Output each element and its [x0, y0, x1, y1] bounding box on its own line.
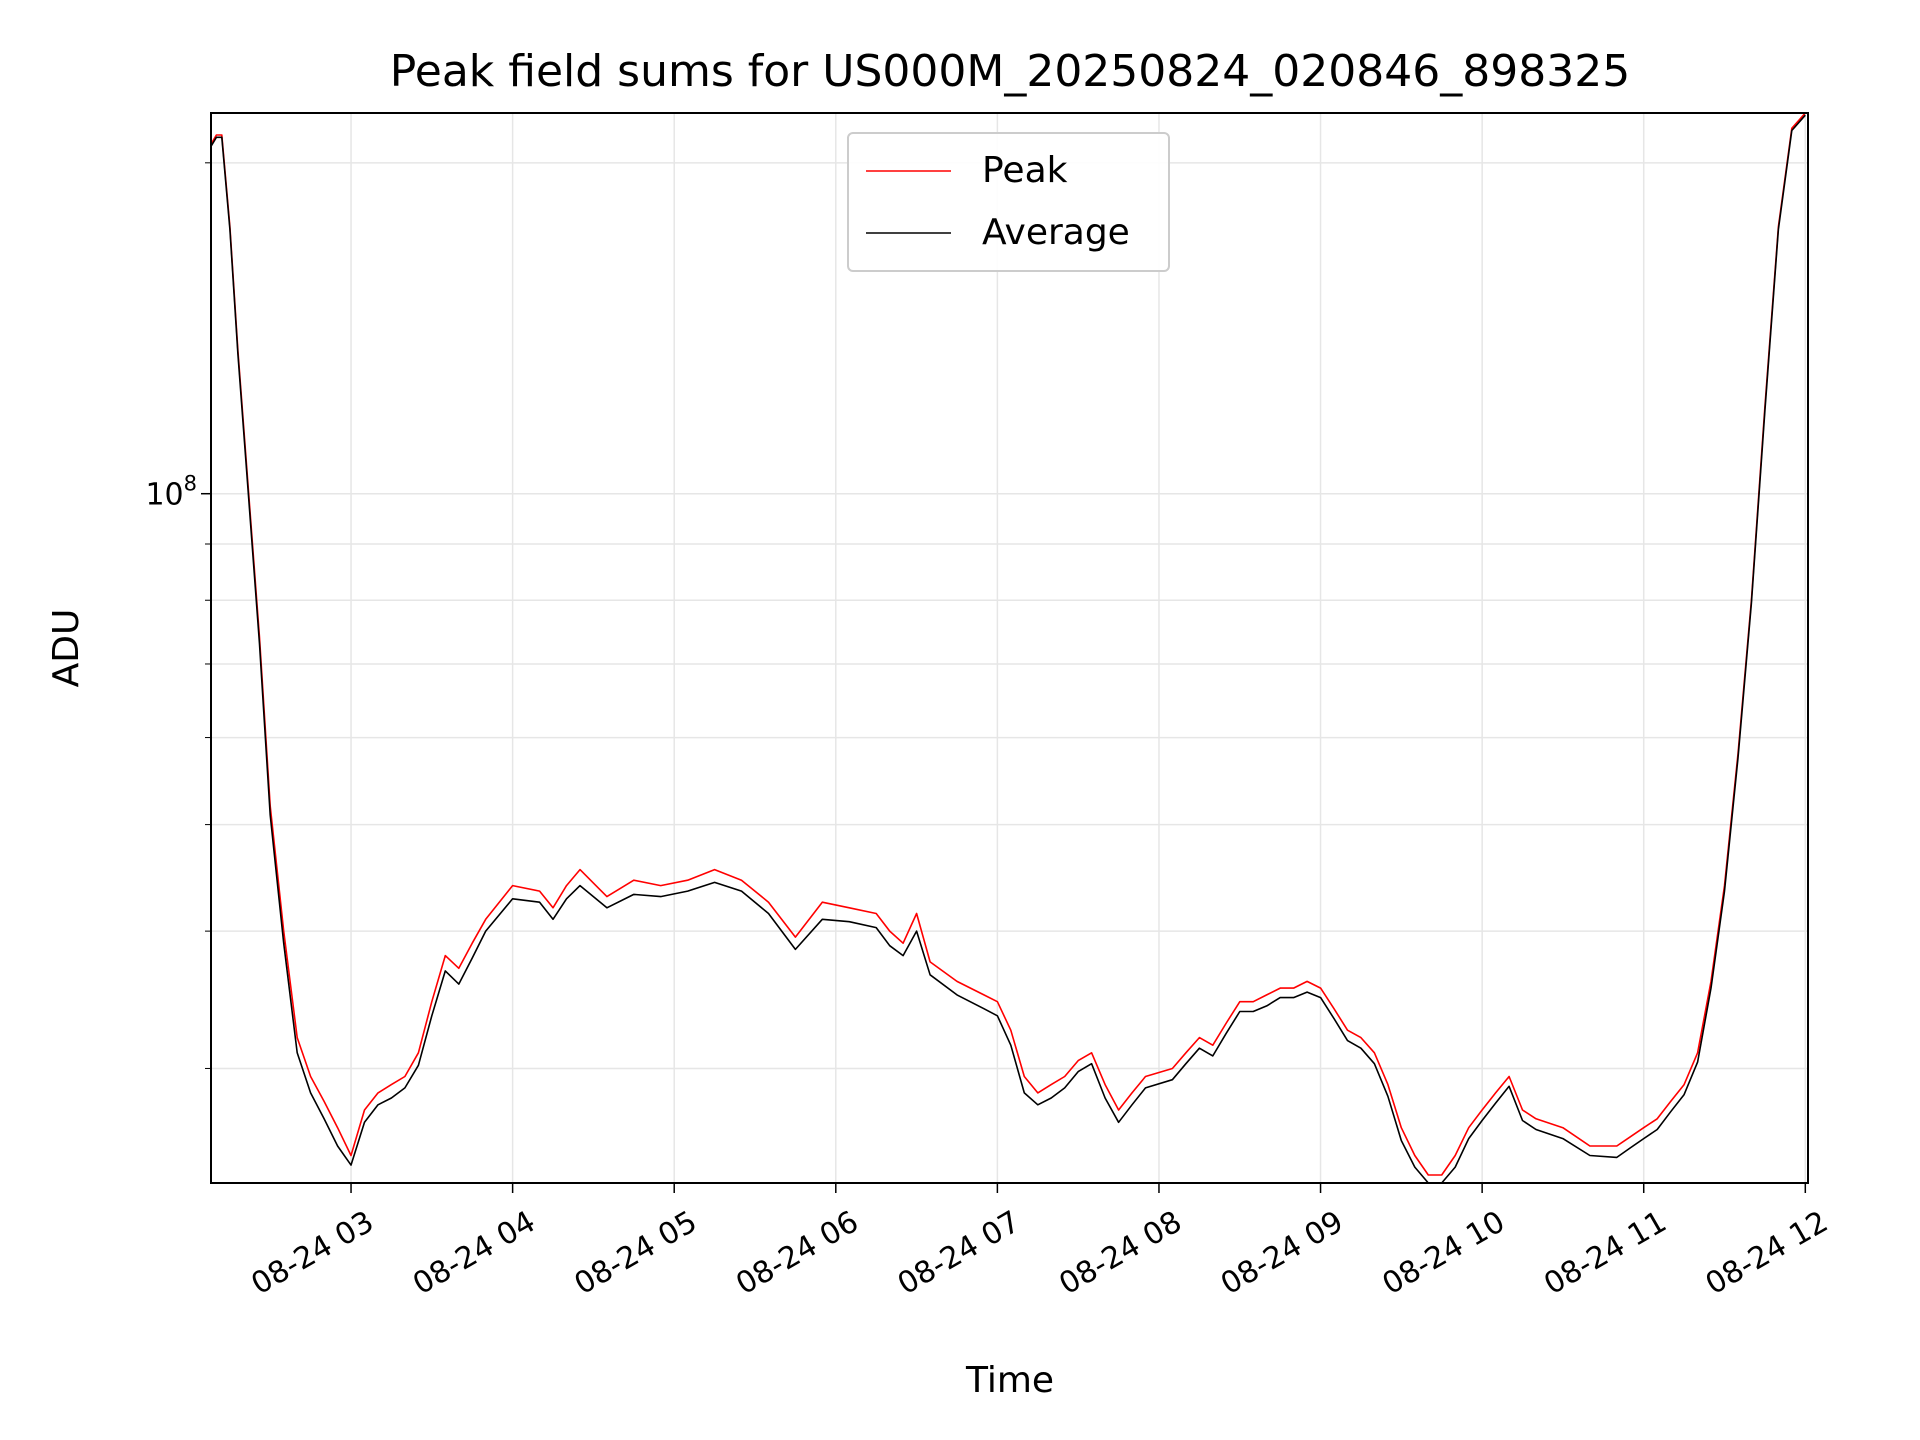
y-axis-label: ADU [46, 609, 87, 688]
series-line-peak [210, 112, 1806, 1176]
chart-title: Peak field sums for US000M_20250824_0208… [390, 46, 1630, 97]
y-axis: 108 [145, 162, 211, 1069]
plot-frame [210, 112, 1809, 1184]
legend-box [847, 132, 1170, 272]
y-tick-label: 108 [145, 472, 197, 513]
plot-area: 08-24 03 08-24 04 08-24 05 08-24 06 08-24 07… [145, 112, 1834, 1302]
x-axis-label: Time [965, 1360, 1054, 1401]
legend: Peak Average [847, 132, 1170, 272]
legend-label-average: Average [982, 212, 1130, 253]
grid [211, 113, 1808, 1183]
series-line-average [210, 114, 1806, 1184]
series-layer [210, 112, 1806, 1184]
legend-label-peak: Peak [982, 150, 1068, 191]
plot-background [211, 113, 1808, 1183]
